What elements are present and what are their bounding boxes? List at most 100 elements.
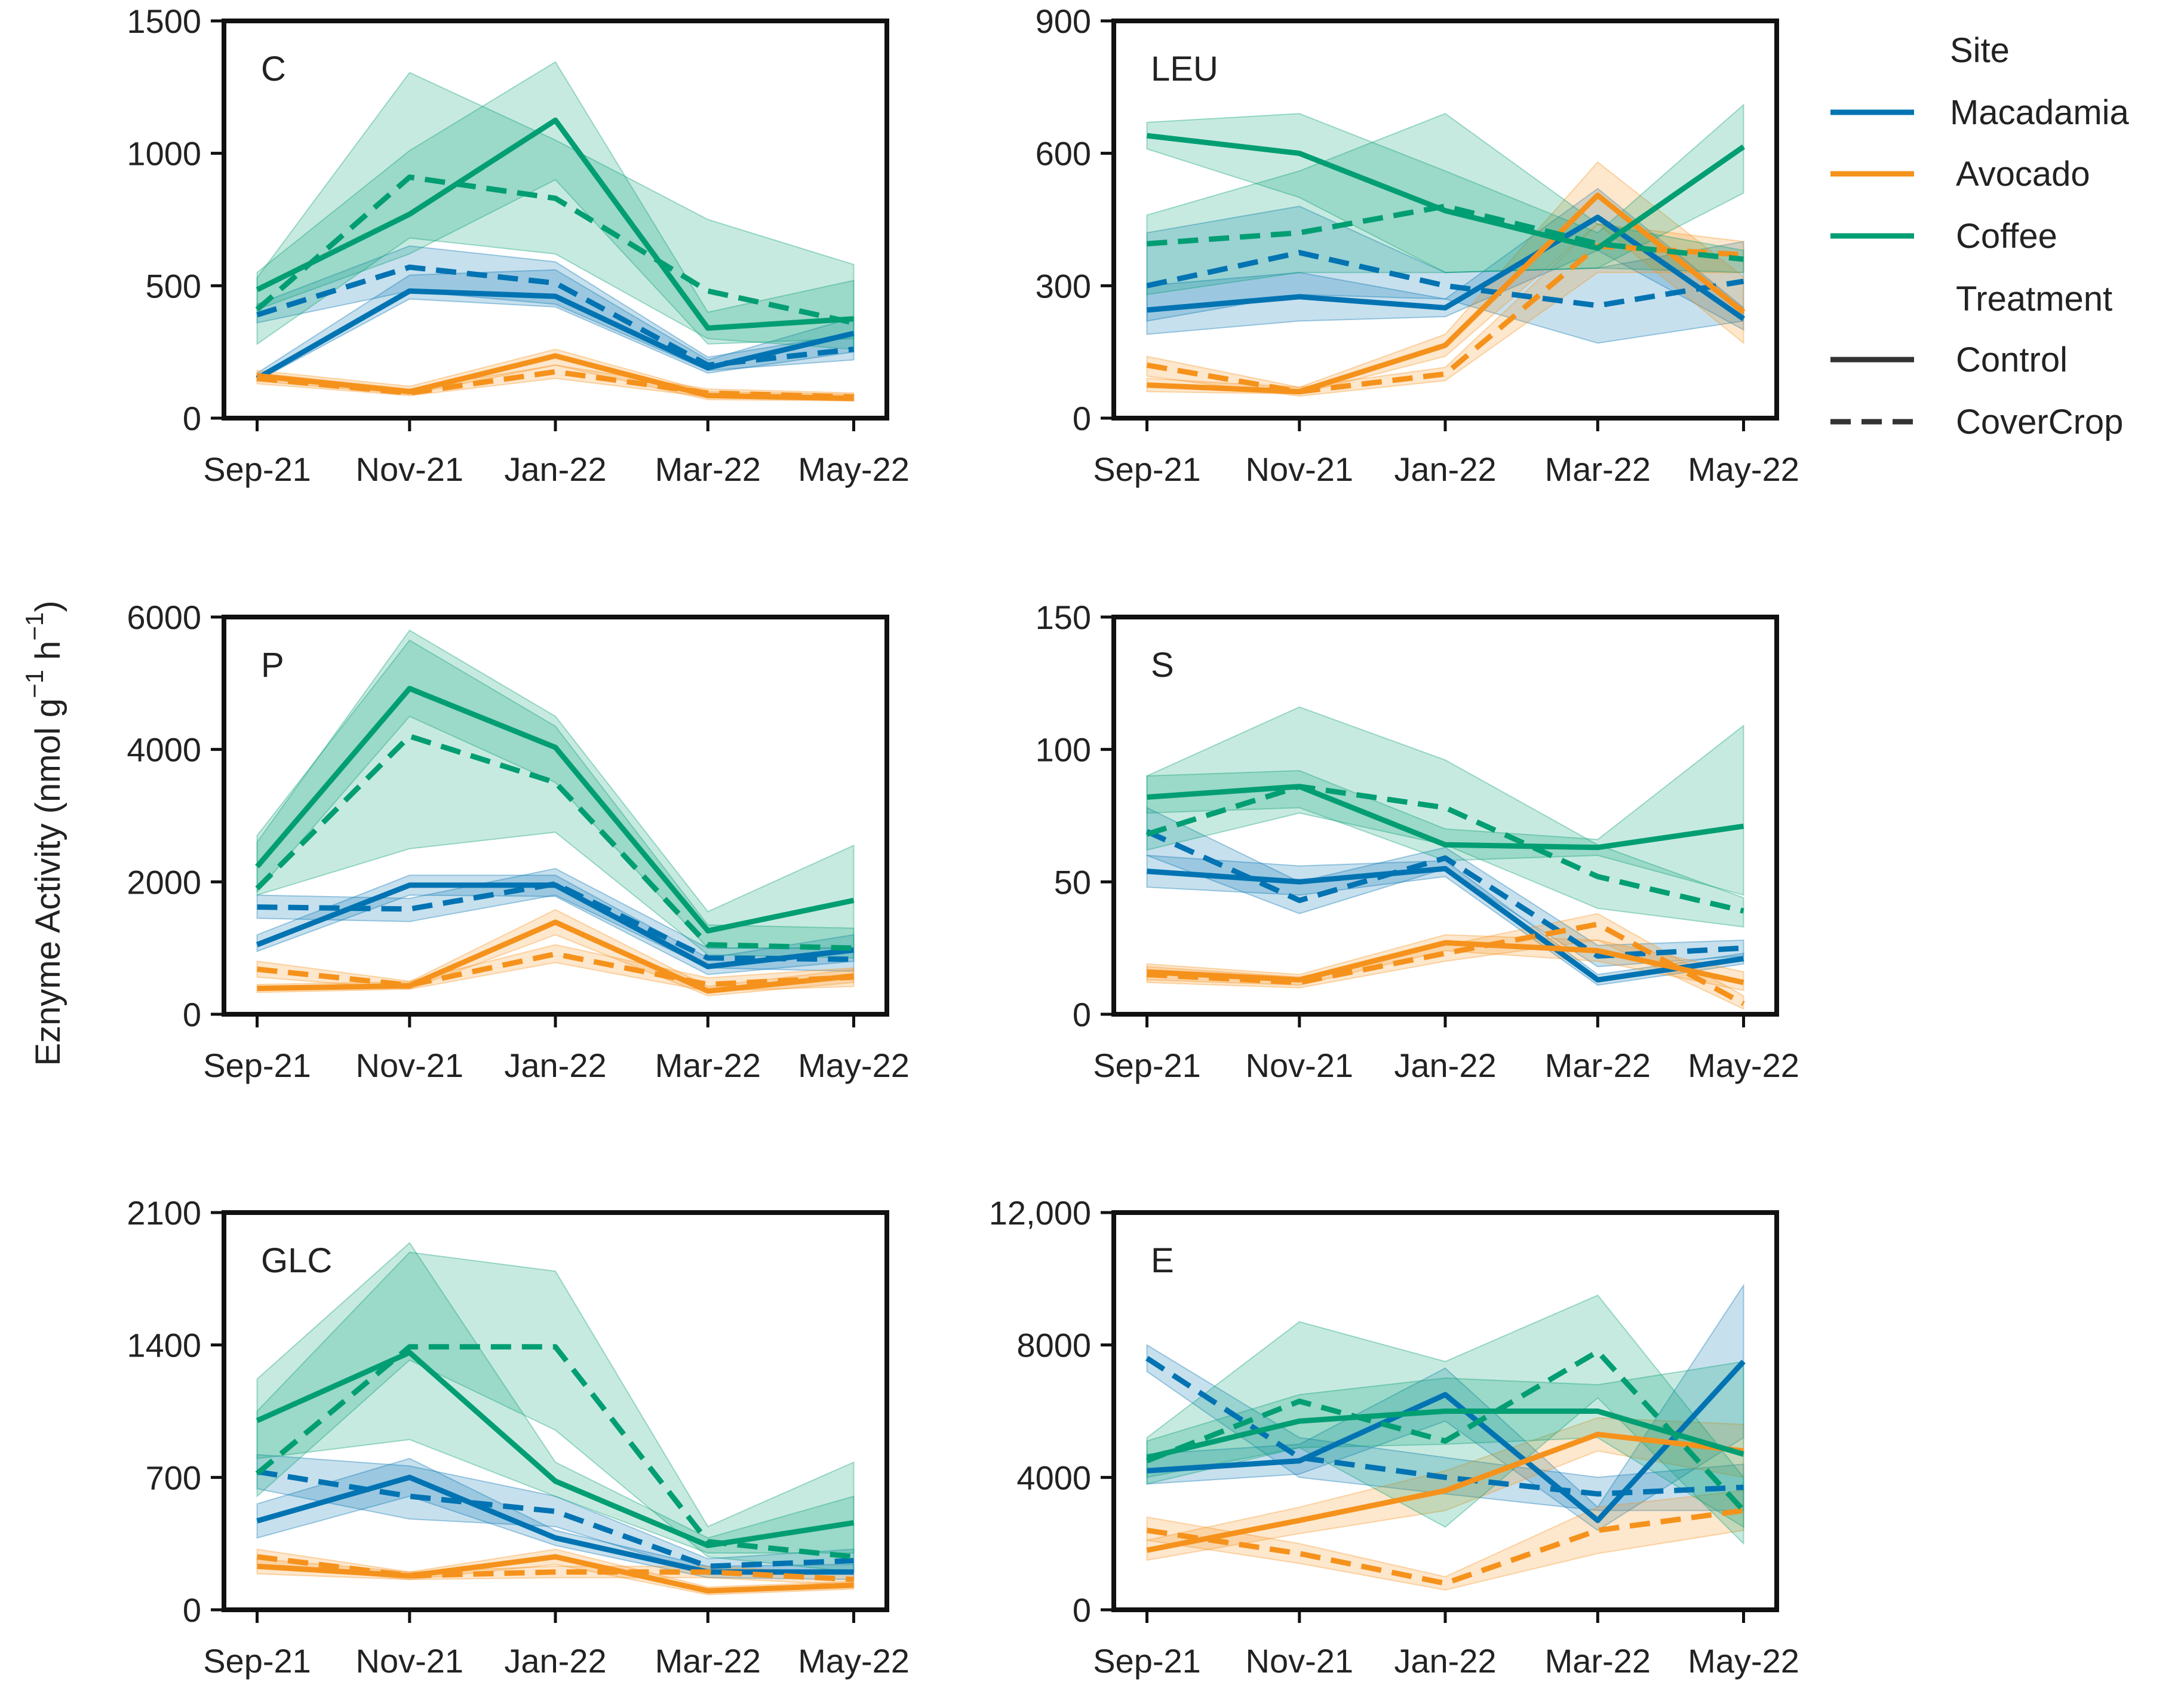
ci-band-macadamia-covercrop — [256, 245, 855, 372]
x-tick-label: May-22 — [798, 1047, 910, 1084]
y-tick-label: 1400 — [127, 1327, 201, 1364]
panel-p: 0 2000 4000 6000 Sep-21 Nov-21 Jan-22 Mar-22 May… — [127, 599, 909, 1084]
panel-glc: 0 700 1400 2100 Sep-21 Nov-21 Jan-22 Mar-22 May-… — [127, 1194, 909, 1680]
legend-label-coffee: Coffee — [1956, 217, 2057, 256]
legend-label-covercrop: CoverCrop — [1956, 403, 2123, 441]
y-axis-title-main: Eznyme Activity (nmol g — [29, 698, 67, 1066]
x-tick-label: Nov-21 — [356, 1642, 464, 1680]
series-line-avocado-covercrop — [257, 369, 854, 400]
x-tick-label: Nov-21 — [1246, 450, 1354, 488]
ci-band-coffee-covercrop — [256, 639, 855, 959]
y-tick-label: 1500 — [127, 2, 201, 40]
y-tick-label: 0 — [183, 400, 201, 437]
series-line-coffee-control — [1147, 784, 1744, 851]
series-line-avocado-covercrop — [1146, 1508, 1744, 1586]
x-tick-label: Jan-22 — [1394, 1642, 1496, 1680]
x-tick-label: Nov-21 — [356, 450, 464, 488]
series-line-coffee-covercrop — [255, 1344, 854, 1560]
y-tick-label: 50 — [1054, 863, 1091, 901]
series-line-coffee-control — [256, 1349, 855, 1548]
series-line-avocado-control — [257, 919, 854, 994]
legend: Site Macadamia Avocado Coffee Treatment … — [1830, 31, 2130, 441]
x-tick-label: Sep-21 — [1093, 1642, 1201, 1680]
x-tick-label: Mar-22 — [1545, 1047, 1651, 1084]
y-tick-label: 500 — [146, 267, 201, 305]
ci-band-coffee-control — [256, 1242, 855, 1554]
panel-label: GLC — [261, 1241, 332, 1280]
y-tick-label: 0 — [1073, 400, 1091, 437]
panel-c: 0 500 1000 1500 Sep-21 Nov-21 Jan-22 Mar-22 May-… — [127, 2, 909, 488]
series-line-coffee-covercrop — [255, 174, 855, 326]
x-tick-label: Sep-21 — [1093, 1047, 1201, 1084]
ci-band-macadamia-control — [1146, 854, 1744, 986]
y-tick-label: 0 — [1073, 1591, 1091, 1629]
y-tick-label: 700 — [146, 1459, 201, 1496]
y-tick-label: 100 — [1036, 731, 1091, 769]
y-axis-title-sup1: −1 — [20, 670, 48, 698]
x-tick-label: Mar-22 — [1545, 450, 1651, 488]
y-tick-label: 12,000 — [989, 1194, 1091, 1232]
series-line-avocado-covercrop — [257, 951, 854, 988]
x-tick-label: Sep-21 — [203, 1642, 311, 1680]
x-tick-label: Mar-22 — [655, 1047, 761, 1084]
y-tick-label: 6000 — [127, 599, 201, 636]
ci-band-coffee-control — [1146, 724, 1744, 896]
series-line-avocado-control — [257, 1554, 854, 1594]
x-tick-label: Nov-21 — [1246, 1047, 1354, 1084]
x-tick-label: Nov-21 — [1246, 1642, 1354, 1680]
series-line-macadamia-covercrop — [256, 264, 854, 368]
y-tick-label: 150 — [1036, 599, 1091, 636]
series-line-avocado-covercrop — [1146, 243, 1744, 395]
y-axis-title-sup2: −1 — [20, 612, 48, 641]
legend-title-site: Site — [1950, 31, 2010, 70]
x-tick-label: Jan-22 — [1394, 450, 1496, 488]
x-tick-label: Jan-22 — [504, 1642, 606, 1680]
series-line-coffee-control — [255, 686, 855, 934]
y-tick-label: 900 — [1036, 2, 1091, 40]
legend-label-control: Control — [1956, 340, 2068, 379]
y-tick-label: 0 — [183, 1591, 201, 1629]
legend-label-macadamia: Macadamia — [1950, 93, 2130, 132]
x-tick-label: Mar-22 — [1545, 1642, 1651, 1680]
series-line-macadamia-covercrop — [1146, 250, 1744, 309]
y-tick-label: 1000 — [127, 135, 201, 173]
x-tick-label: May-22 — [798, 1642, 910, 1680]
series-line-macadamia-control — [256, 288, 855, 381]
series-line-coffee-covercrop — [1147, 203, 1744, 262]
ci-band-coffee-covercrop — [1146, 1294, 1744, 1545]
panel-label: E — [1151, 1241, 1174, 1280]
x-tick-label: May-22 — [1688, 1047, 1799, 1084]
y-tick-label: 4000 — [127, 731, 201, 769]
ci-band-macadamia-covercrop — [256, 868, 855, 972]
panel-leu: 0 300 600 900 Sep-21 Nov-21 Jan-22 Mar-22 May-22… — [1036, 2, 1799, 488]
y-tick-label: 4000 — [1016, 1459, 1091, 1496]
x-tick-label: May-22 — [1688, 1642, 1799, 1680]
x-tick-label: Jan-22 — [504, 450, 606, 488]
x-tick-label: Sep-21 — [1093, 450, 1201, 488]
x-tick-label: Mar-22 — [655, 1642, 761, 1680]
series-line-coffee-control — [1146, 133, 1746, 251]
x-tick-label: Sep-21 — [203, 450, 311, 488]
y-tick-label: 2100 — [127, 1194, 201, 1232]
legend-label-avocado: Avocado — [1956, 155, 2090, 194]
x-tick-label: May-22 — [798, 450, 910, 488]
series-line-macadamia-covercrop — [1145, 1356, 1744, 1497]
y-axis-title-end: ) — [29, 600, 67, 612]
ci-band-macadamia-control — [1146, 1283, 1744, 1532]
series-line-coffee-covercrop — [255, 734, 854, 951]
series-line-avocado-control — [1146, 1431, 1744, 1553]
series-line-coffee-control — [256, 117, 854, 331]
legend-title-treatment: Treatment — [1956, 280, 2112, 318]
series-line-avocado-covercrop — [256, 1554, 854, 1582]
panel-label: C — [261, 50, 286, 88]
y-tick-label: 2000 — [127, 863, 201, 901]
x-tick-label: Nov-21 — [356, 1047, 464, 1084]
series-line-macadamia-control — [256, 882, 855, 969]
series-line-avocado-control — [1147, 192, 1746, 395]
ci-band-coffee-control — [1146, 103, 1744, 274]
x-tick-label: Sep-21 — [203, 1047, 311, 1084]
x-tick-label: Jan-22 — [504, 1047, 606, 1084]
series-line-macadamia-covercrop — [1145, 828, 1744, 959]
